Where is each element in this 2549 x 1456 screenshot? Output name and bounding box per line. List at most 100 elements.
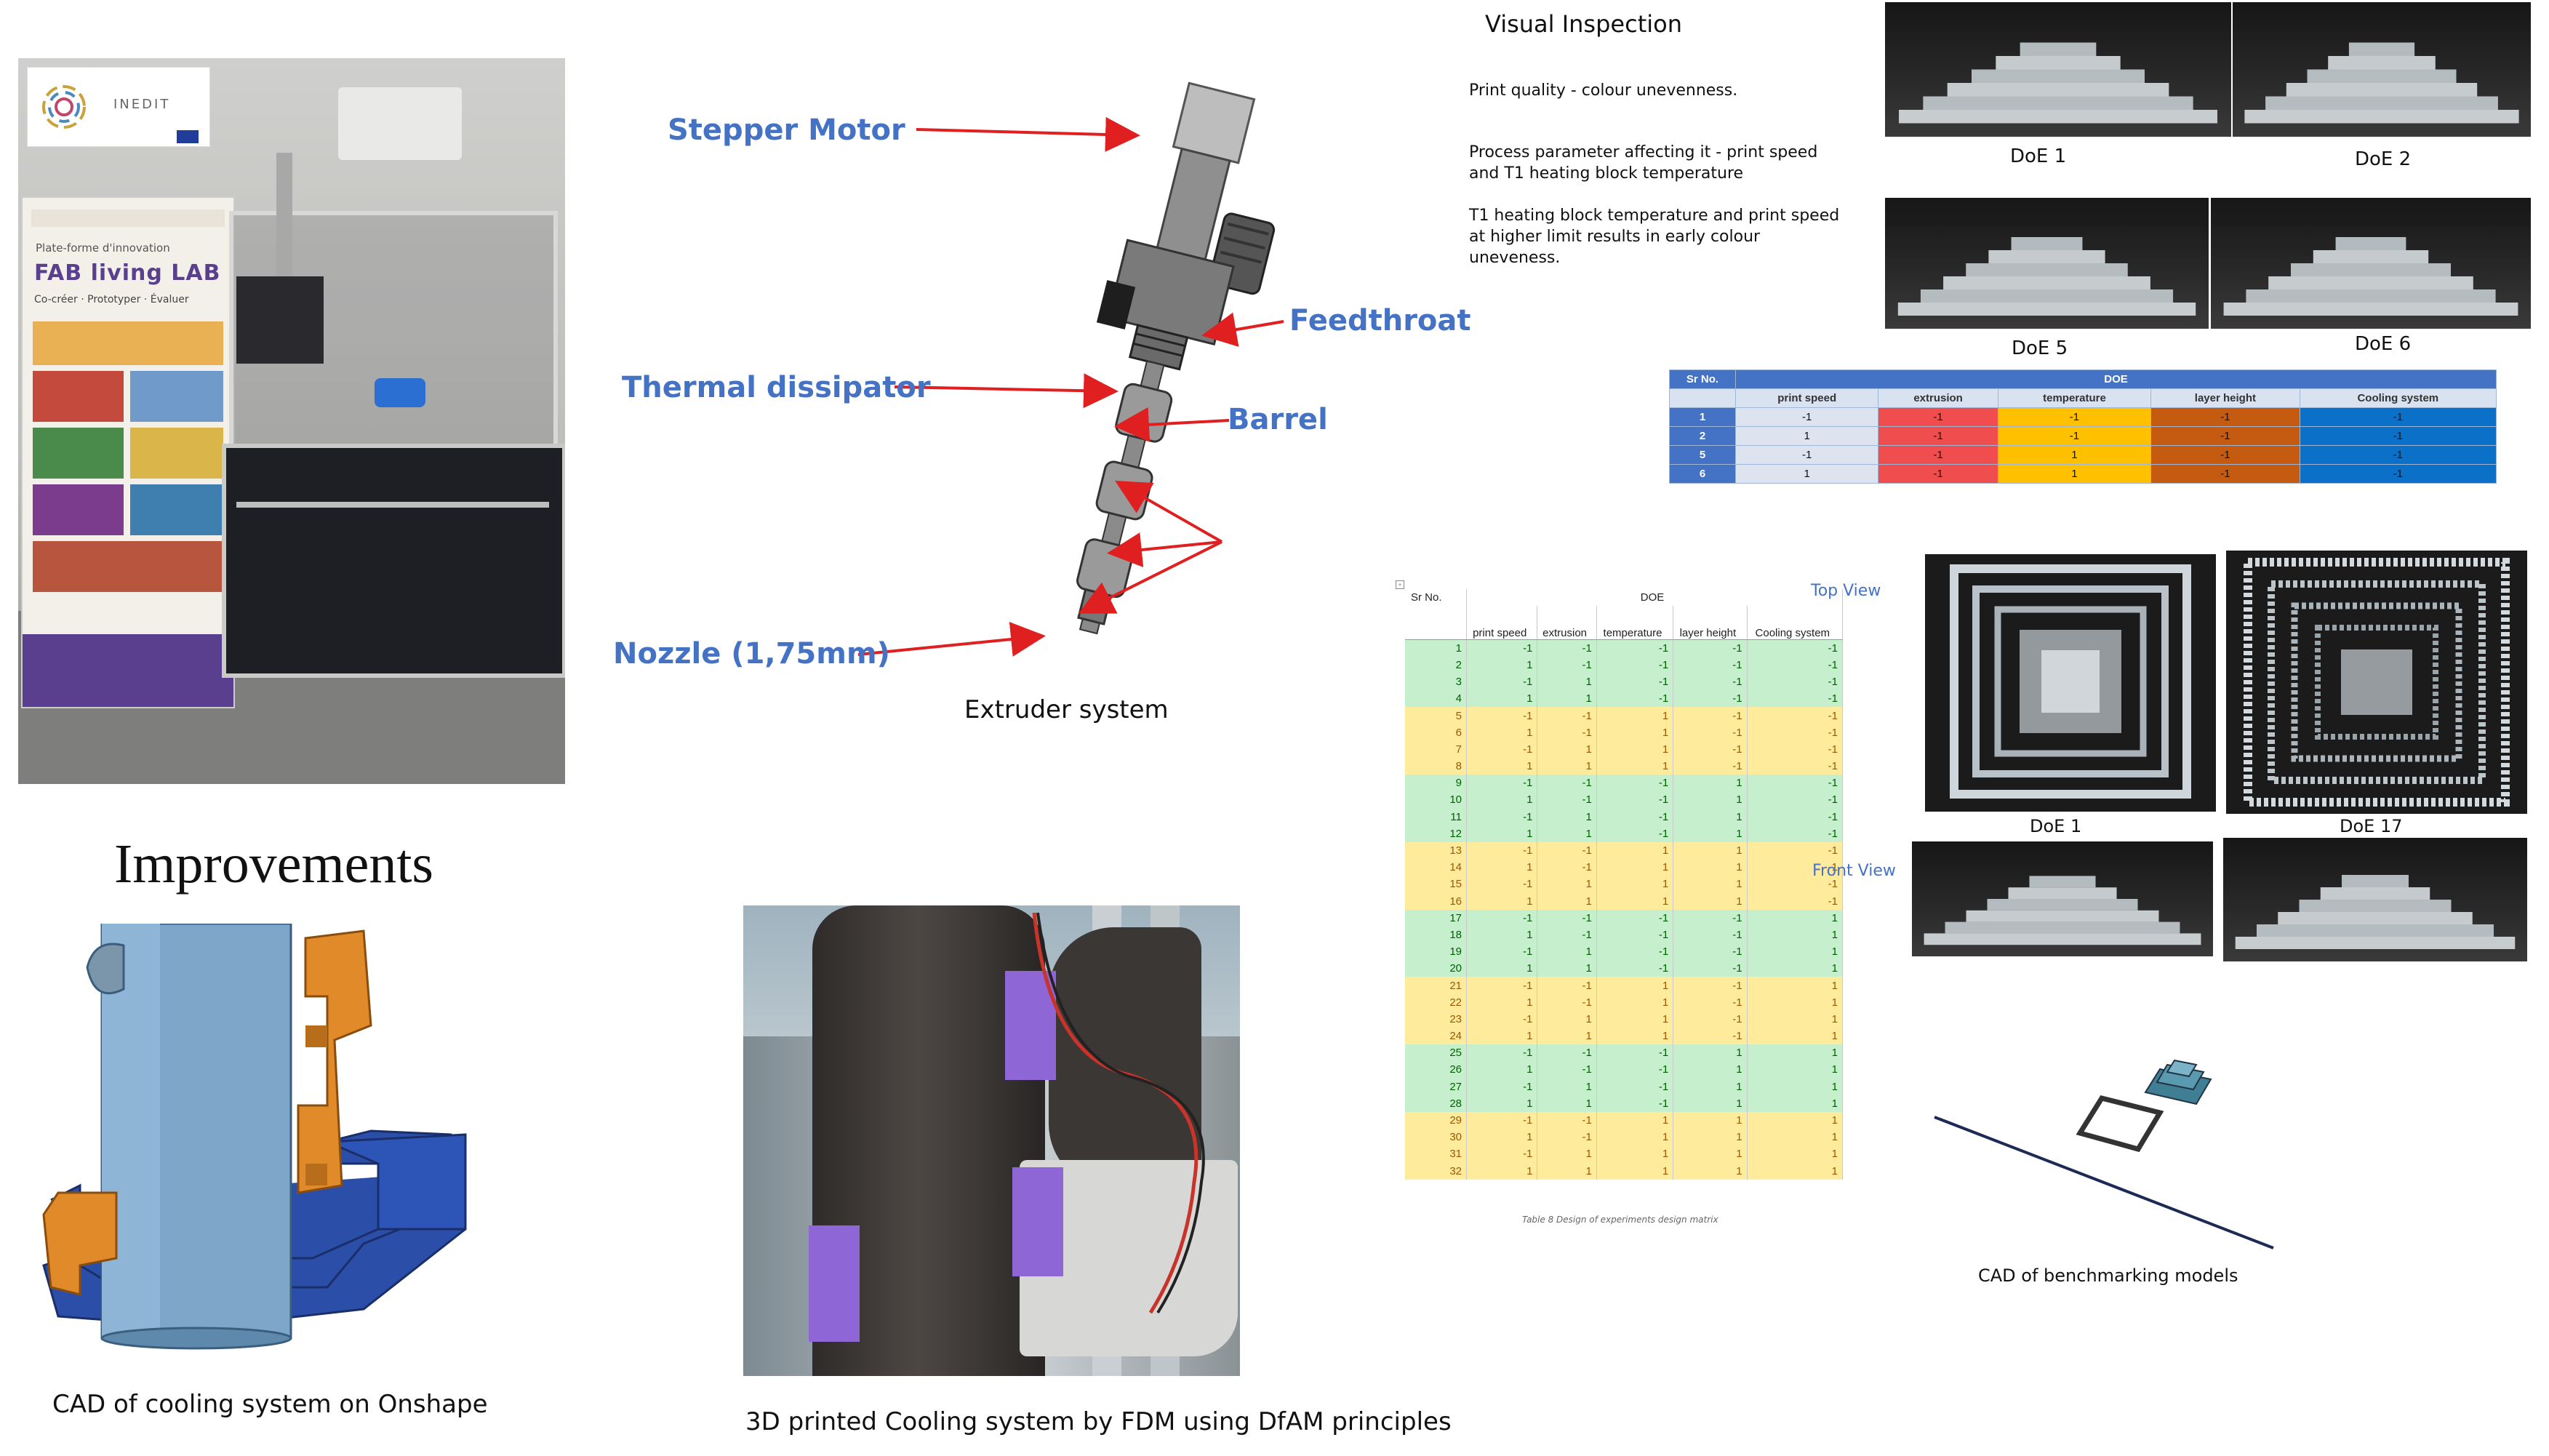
doe-matrix-value-cell: 1 [1466, 859, 1538, 876]
doe-matrix-value-cell: -1 [1596, 791, 1674, 809]
doe-matrix-value-cell: 1 [1673, 892, 1748, 910]
vi-paragraph-2-line1: Process parameter affecting it - print s… [1469, 143, 1818, 161]
doe-matrix-value-cell: 1 [1673, 1129, 1748, 1146]
doe-matrix-value-cell: -1 [1747, 740, 1844, 758]
photo-doe2-side [2233, 2, 2531, 137]
doe-matrix-value-cell: 1 [1747, 1010, 1844, 1028]
doe-matrix-value-cell: -1 [1673, 673, 1748, 691]
doe-matrix-value-cell: -1 [1596, 926, 1674, 944]
doe-matrix-sr-cell: 15 [1405, 876, 1467, 893]
doe-matrix-value-cell: -1 [1673, 740, 1748, 758]
doe-matrix-value-cell: 1 [1673, 841, 1748, 860]
doe-matrix-value-cell: -1 [1747, 690, 1844, 708]
doe-matrix-sr-cell: 14 [1405, 859, 1467, 876]
doe-matrix-value-cell: -1 [1466, 1010, 1538, 1028]
doe-matrix-value-cell: -1 [1596, 1061, 1674, 1079]
doe-matrix-value-cell: 1 [1673, 876, 1748, 893]
doe-matrix-value-cell: 1 [1466, 690, 1538, 708]
doe-matrix-value-cell: -1 [1747, 841, 1844, 860]
cad-cooling-caption: CAD of cooling system on Onshape [52, 1390, 488, 1419]
vi-paragraph-2-line2: and T1 heating block temperature [1469, 164, 1744, 183]
doe-matrix-value-cell: -1 [1466, 707, 1538, 724]
doe-matrix-value-cell: -1 [1747, 758, 1844, 775]
doe-matrix-value-cell: 1 [1596, 993, 1674, 1011]
doe-small-row: 6 1 -1 1 -1 -1 [1669, 464, 2497, 484]
arrow-collar-2 [1107, 532, 1223, 567]
doe-matrix-value-cell: -1 [1537, 656, 1597, 674]
doe-matrix-row: 7 -1 1 1 -1 -1 [1405, 740, 1844, 758]
doe-matrix-value-cell: 1 [1537, 1145, 1597, 1163]
arrow-feedthroat [1201, 312, 1284, 347]
doe-matrix-value-cell: -1 [1596, 673, 1674, 691]
doe-matrix-value-cell: -1 [1537, 707, 1597, 724]
doe-matrix-sr-cell: 7 [1405, 740, 1467, 758]
doe-matrix-col-header: extrusion [1537, 606, 1597, 640]
doe-matrix-value-cell: 1 [1466, 892, 1538, 910]
doe-matrix-value-cell: -1 [1466, 1078, 1538, 1095]
doe-matrix-row: 28 1 1 -1 1 1 [1405, 1095, 1844, 1112]
doe-small-col-header: extrusion [1878, 388, 1998, 408]
doe-matrix-row: 14 1 -1 1 1 -1 [1405, 859, 1844, 876]
doe-matrix-value-cell: -1 [1673, 960, 1748, 977]
doe-small-value-cell: -1 [2299, 426, 2497, 446]
doe-matrix-sr-header: Sr No. [1405, 589, 1467, 607]
doe-matrix-value-cell: -1 [1596, 825, 1674, 842]
arrow-thermal [894, 373, 1119, 409]
visual-inspection-title: Visual Inspection [1485, 10, 1682, 38]
doe-matrix-sr-cell: 2 [1405, 656, 1467, 674]
doe-matrix-value-cell: -1 [1466, 775, 1538, 792]
doe-matrix-row: 3 -1 1 -1 -1 -1 [1405, 673, 1844, 691]
doe-matrix-caption: Table 8 Design of experiments design mat… [1522, 1215, 1718, 1225]
doe-matrix-value-cell: 1 [1673, 1162, 1748, 1180]
doe-matrix-value-cell: -1 [1537, 909, 1597, 927]
doe-matrix-value-cell: -1 [1596, 909, 1674, 927]
doe-matrix-sr-cell: 4 [1405, 690, 1467, 708]
doe-matrix-value-cell: -1 [1596, 775, 1674, 792]
doe-matrix-value-cell: 1 [1673, 1095, 1748, 1112]
cad-benchmark-caption: CAD of benchmarking models [1978, 1265, 2238, 1286]
doe-matrix-value-cell: 1 [1747, 909, 1844, 927]
doe-matrix-row: 30 1 -1 1 1 1 [1405, 1129, 1844, 1146]
doe-matrix-row: 9 -1 -1 -1 1 -1 [1405, 775, 1844, 792]
doe-matrix-value-cell: -1 [1466, 639, 1538, 657]
doe-matrix-value-cell: 1 [1673, 1145, 1748, 1163]
doe-matrix-value-cell: 1 [1466, 993, 1538, 1011]
arrow-collar-1 [1115, 481, 1223, 543]
doe-matrix-value-cell: -1 [1466, 943, 1538, 961]
doe-matrix-value-cell: 1 [1466, 926, 1538, 944]
doe-matrix-value-cell: 1 [1747, 1111, 1844, 1129]
doe-matrix-value-cell: 1 [1673, 791, 1748, 809]
doe-small-row: 5 -1 -1 1 -1 -1 [1669, 445, 2497, 465]
doe-matrix-value-cell: 1 [1673, 859, 1748, 876]
doe-matrix-row: 4 1 1 -1 -1 -1 [1405, 690, 1844, 708]
doe-matrix-value-cell: -1 [1747, 859, 1844, 876]
front-view-label: Front View [1812, 862, 1896, 880]
label-nozzle: Nozzle (1,75mm) [613, 637, 890, 671]
doe-matrix-row: 25 -1 -1 -1 1 1 [1405, 1044, 1844, 1062]
doe-matrix-sr-cell: 24 [1405, 1028, 1467, 1045]
vi-paragraph-3-line1: T1 heating block temperature and print s… [1469, 207, 1840, 225]
doe-small-col-header: layer height [2150, 388, 2300, 408]
doe-matrix-value-cell: -1 [1673, 977, 1748, 994]
doe-matrix-row: 19 -1 1 -1 -1 1 [1405, 943, 1844, 961]
doe-matrix-value-cell: 1 [1466, 758, 1538, 775]
doe-matrix-doe-header: DOE [1466, 589, 1843, 607]
poster-line2: Co-créer · Prototyper · Évaluer [34, 294, 189, 305]
doe-matrix-value-cell: 1 [1673, 808, 1748, 825]
doe-small-value-cell: -1 [2150, 464, 2300, 484]
doe-small-value-cell: -1 [2150, 407, 2300, 427]
doe-matrix-value-cell: -1 [1596, 960, 1674, 977]
label-barrel: Barrel [1228, 403, 1328, 436]
doe-small-value-cell: -1 [1997, 426, 2152, 446]
doe-small-value-cell: -1 [2150, 445, 2300, 465]
photo-doe1-side [1885, 2, 2231, 137]
doe-matrix-col-header: layer height [1673, 606, 1748, 640]
doe-matrix-value-cell: -1 [1747, 639, 1844, 657]
caption-doe5-top: DoE 5 [2012, 337, 2068, 359]
doe-matrix-row: 17 -1 -1 -1 -1 1 [1405, 909, 1844, 927]
doe-small-sr-cell: 6 [1669, 464, 1736, 484]
doe-matrix-value-cell: -1 [1537, 977, 1597, 994]
doe-matrix-value-cell: 1 [1673, 1111, 1748, 1129]
doe-matrix-value-cell: -1 [1747, 775, 1844, 792]
